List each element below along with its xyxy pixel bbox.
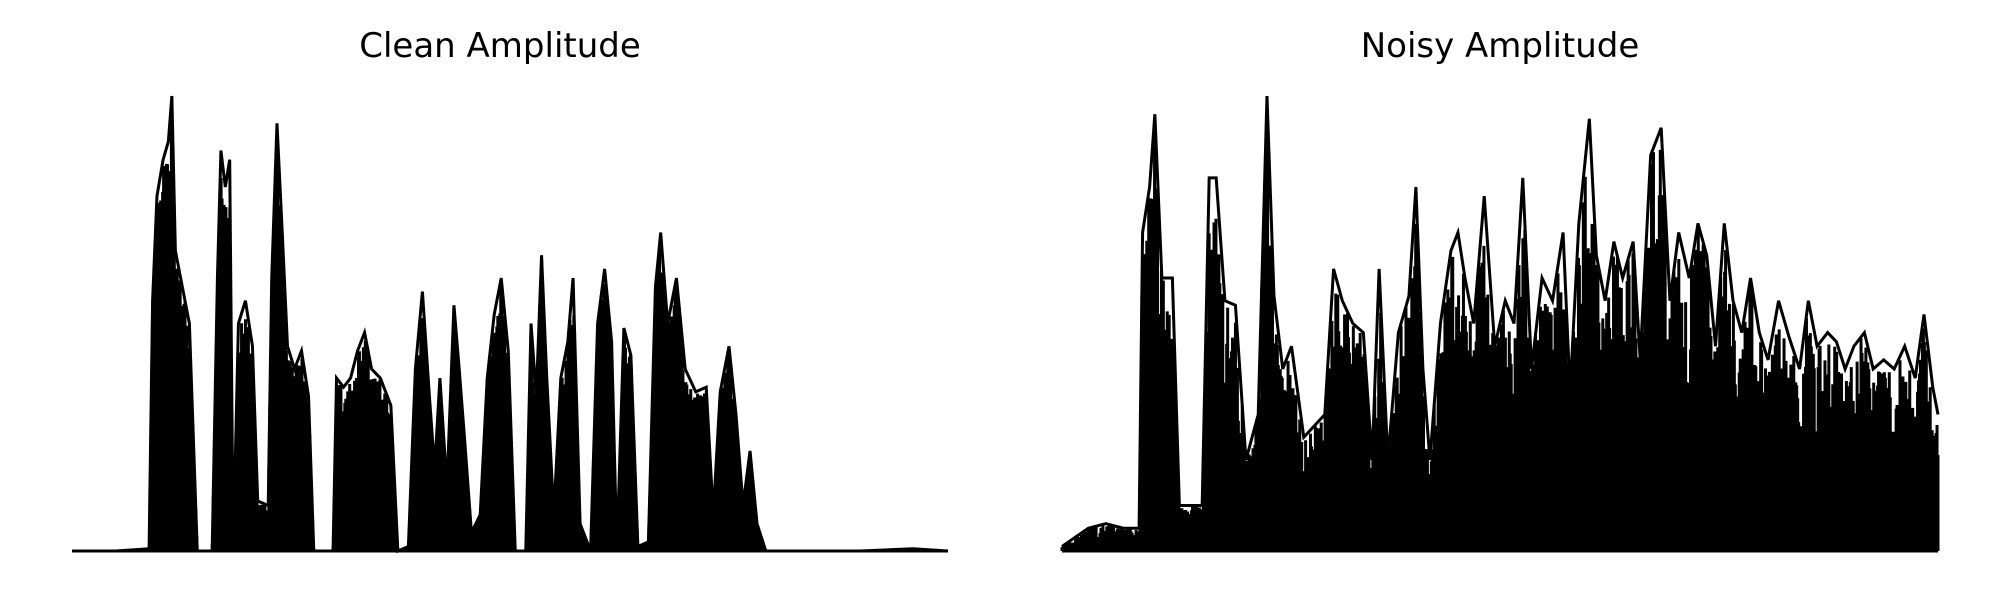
amplitude-waveform [115,111,949,551]
amplitude-waveform [1060,127,1940,551]
clean-amplitude-plot [72,95,949,554]
clean-amplitude-chart: Clean Amplitude [72,26,949,554]
waveform-series [72,95,949,554]
noisy-amplitude-chart: Noisy Amplitude [1000,0,2000,600]
amplitude-envelope [1061,95,1940,548]
chart-title-noisy: Noisy Amplitude [1360,26,1640,66]
chart-title-clean: Clean Amplitude [359,26,641,66]
noisy-amplitude-plot [1060,95,1940,553]
amplitude-envelope [72,95,949,554]
waveform-series [1060,95,1940,553]
